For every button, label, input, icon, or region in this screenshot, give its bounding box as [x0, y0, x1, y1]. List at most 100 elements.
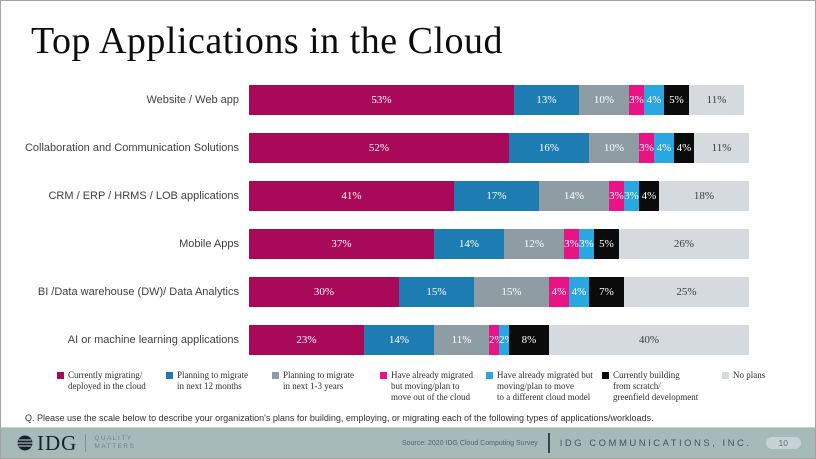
segment-value: 53% [371, 94, 392, 106]
survey-question-text: Q. Please use the scale below to describ… [25, 413, 654, 423]
segment-value: 10% [593, 94, 615, 106]
segment-value: 12% [523, 238, 545, 250]
legend-swatch [486, 372, 493, 379]
legend-swatch [166, 372, 173, 379]
legend-label: Planning to migrate in next 12 months [177, 370, 248, 391]
segment-value: 4% [676, 142, 692, 154]
segment-value: 17% [486, 190, 507, 202]
bar-segment: 3% [624, 181, 639, 211]
bar-segment: 18% [659, 181, 749, 211]
stacked-bar: 23% 14% 11% 2% 2% 8% 40% [249, 325, 749, 355]
legend-item: Currently building from scratch/greenfiel… [602, 370, 698, 403]
stacked-bar-chart: Website / Web app 53% 13% 10% 3% 4% 5% 11% Colla… [1, 85, 815, 373]
segment-value: 5% [599, 238, 614, 250]
bar-segment: 4% [654, 133, 674, 163]
segment-value: 14% [563, 190, 585, 202]
segment-value: 2% [489, 334, 504, 346]
legend-label: Have already migrated but moving/plan to m… [391, 370, 473, 402]
bar-segment: 10% [579, 85, 629, 115]
bar-segment: 7% [589, 277, 624, 307]
segment-value: 7% [599, 286, 614, 298]
chart-legend: Currently migrating/deployed in the clou… [1, 370, 815, 414]
segment-value: 4% [656, 142, 672, 154]
legend-label: Have already migrated but moving/plan to … [497, 370, 593, 402]
legend-item: Planning to migrate in next 12 months [166, 370, 248, 392]
bar-segment: 41% [249, 181, 454, 211]
segment-value: 11% [711, 142, 732, 154]
bar-segment: 53% [249, 85, 514, 115]
bar-segment: 10% [589, 133, 639, 163]
segment-value: 18% [693, 190, 715, 202]
bar-segment: 4% [674, 133, 694, 163]
legend-label: Planning to migrate in next 1-3 years [283, 370, 354, 391]
bar-segment: 15% [474, 277, 549, 307]
legend-label: Currently building from scratch/greenfiel… [613, 370, 699, 402]
legend-swatch [57, 372, 64, 379]
category-label: AI or machine learning applications [67, 334, 239, 346]
segment-value: 2% [499, 334, 514, 346]
segment-value: 11% [706, 94, 727, 106]
bar-segment: 4% [569, 277, 589, 307]
tagline-line2: MATTERS [94, 443, 136, 450]
legend-item: Have already migrated but moving/plan to m… [380, 370, 473, 403]
category-label: Collaboration and Communication Solution… [24, 142, 239, 154]
logo-divider [85, 434, 87, 452]
category-label: CRM / ERP / HRMS / LOB applications [48, 190, 239, 202]
source-text: Source: 2020 IDG Cloud Computing Survey [401, 439, 538, 447]
idg-globe-icon [17, 435, 33, 451]
category-label: Website / Web app [146, 94, 239, 106]
footer-bar: IDG QUALITY MATTERS Source: 2020 IDG Clo… [1, 427, 815, 458]
legend-item: Currently migrating/deployed in the clou… [57, 370, 146, 392]
segment-value: 5% [669, 94, 684, 106]
segment-value: 10% [603, 142, 625, 154]
legend-swatch [722, 372, 729, 379]
bar-segment: 14% [539, 181, 609, 211]
bar-segment: 3% [564, 229, 579, 259]
segment-value: 41% [341, 190, 362, 202]
bar-segment: 30% [249, 277, 399, 307]
idg-brand-text: IDG [37, 430, 78, 455]
stacked-bar: 41% 17% 14% 3% 3% 4% 18% [249, 181, 749, 211]
stacked-bar: 37% 14% 12% 3% 3% 5% 26% [249, 229, 749, 259]
legend-swatch [380, 372, 387, 379]
bar-segment: 37% [249, 229, 434, 259]
segment-value: 4% [551, 286, 567, 298]
legend-item: Have already migrated but moving/plan to … [486, 370, 593, 403]
segment-value: 3% [609, 190, 624, 202]
segment-value: 15% [426, 286, 447, 298]
segment-value: 3% [629, 94, 644, 106]
segment-value: 3% [564, 238, 579, 250]
company-name: IDG COMMUNICATIONS, INC. [559, 437, 752, 449]
bar-segment: 3% [579, 229, 594, 259]
segment-value: 52% [368, 142, 390, 154]
bar-segment: 40% [549, 325, 749, 355]
bar-segment: 3% [639, 133, 654, 163]
bar-segment: 4% [549, 277, 569, 307]
bar-segment: 23% [249, 325, 364, 355]
bar-segment: 17% [454, 181, 539, 211]
bar-segment: 5% [664, 85, 689, 115]
chart-row: AI or machine learning applications 23% 14… [1, 325, 815, 355]
segment-value: 4% [571, 286, 587, 298]
bar-segment: 14% [364, 325, 434, 355]
segment-value: 13% [536, 94, 557, 106]
chart-row: CRM / ERP / HRMS / LOB applications 41% 17… [1, 181, 815, 211]
bar-segment: 2% [489, 325, 504, 355]
page-title: Top Applications in the Cloud [31, 20, 504, 62]
segment-value: 4% [646, 94, 662, 106]
bar-segment: 26% [619, 229, 749, 259]
segment-value: 26% [673, 238, 695, 250]
bar-segment: 12% [504, 229, 564, 259]
bar-segment: 2% [499, 325, 514, 355]
chart-row: Website / Web app 53% 13% 10% 3% 4% 5% 11% [1, 85, 815, 115]
segment-value: 3% [579, 238, 594, 250]
stacked-bar: 30% 15% 15% 4% 4% 7% 25% [249, 277, 749, 307]
chart-row: Collaboration and Communication Solution… [1, 133, 815, 163]
bar-segment: 3% [609, 181, 624, 211]
legend-swatch [272, 372, 279, 379]
segment-value: 37% [331, 238, 352, 250]
bar-segment: 4% [639, 181, 659, 211]
segment-value: 11% [451, 334, 472, 346]
bar-segment: 11% [694, 133, 749, 163]
